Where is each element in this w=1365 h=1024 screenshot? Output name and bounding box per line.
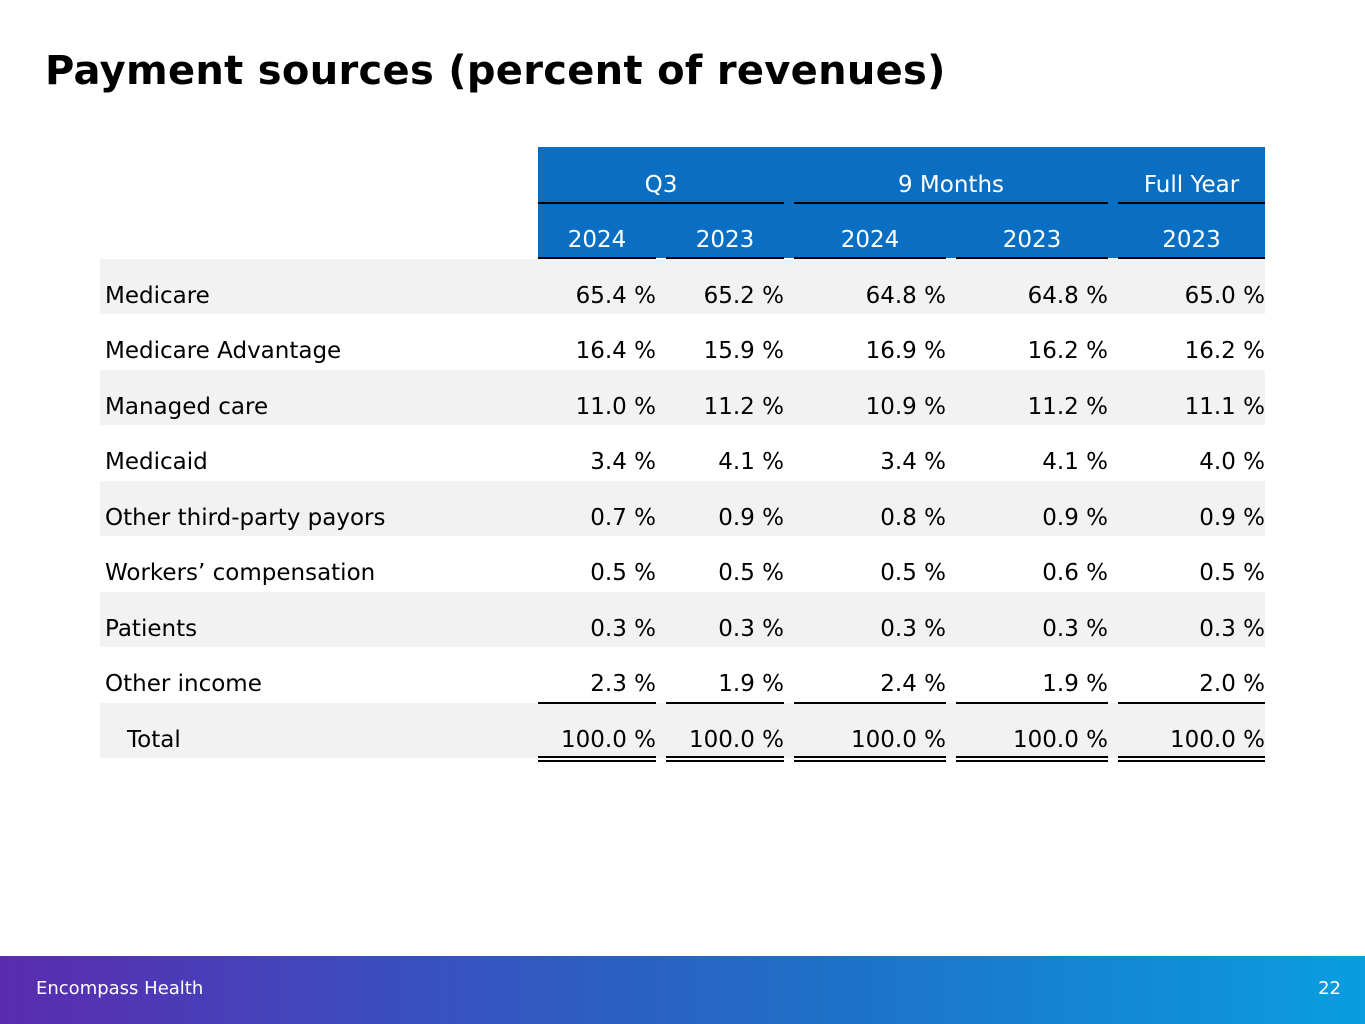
- cell-other-payors-fy-2023: 0.9 %: [1199, 505, 1265, 531]
- subtotal-rule: [956, 702, 1108, 704]
- row-label-other-third-party-payors: Other third-party payors: [105, 505, 386, 531]
- row-label-medicaid: Medicaid: [105, 449, 208, 475]
- cell-other-payors-9m-2024: 0.8 %: [880, 505, 946, 531]
- header-year-fy-2023: 2023: [1162, 227, 1221, 253]
- header-group-rule: [794, 202, 1108, 204]
- row-label-managed-care: Managed care: [105, 394, 269, 420]
- cell-other-income-q3-2024: 2.3 %: [590, 671, 656, 697]
- row-shade: [100, 370, 1265, 425]
- header-year-q3-2023: 2023: [695, 227, 755, 253]
- header-year-rule: [956, 257, 1108, 259]
- cell-medicare-9m-2024: 64.8 %: [865, 283, 946, 309]
- subtotal-rule: [794, 702, 946, 704]
- cell-other-payors-9m-2023: 0.9 %: [1042, 505, 1108, 531]
- row-label-total: Total: [127, 727, 181, 753]
- cell-other-income-9m-2024: 2.4 %: [880, 671, 946, 697]
- header-year-q3-2024: 2024: [567, 227, 627, 253]
- cell-other-income-9m-2023: 1.9 %: [1042, 671, 1108, 697]
- cell-ma-9m-2023: 16.2 %: [1027, 338, 1108, 364]
- cell-total-fy-2023: 100.0 %: [1169, 727, 1265, 753]
- row-label-medicare-advantage: Medicare Advantage: [105, 338, 342, 364]
- cell-ma-9m-2024: 16.9 %: [865, 338, 946, 364]
- cell-medicaid-9m-2023: 4.1 %: [1042, 449, 1108, 475]
- header-group-9-months: 9 Months: [897, 172, 1004, 198]
- cell-managed-care-9m-2023: 11.2 %: [1027, 394, 1108, 420]
- header-year-9m-2023: 2023: [1002, 227, 1062, 253]
- cell-ma-q3-2024: 16.4 %: [575, 338, 656, 364]
- cell-other-payors-q3-2024: 0.7 %: [590, 505, 656, 531]
- cell-medicare-q3-2024: 65.4 %: [575, 283, 656, 309]
- cell-total-q3-2023: 100.0 %: [688, 727, 784, 753]
- total-double-rule: [1118, 756, 1265, 762]
- header-year-rule: [794, 257, 946, 259]
- row-label-patients: Patients: [105, 616, 198, 642]
- header-year-rule: [1118, 257, 1265, 259]
- cell-ma-fy-2023: 16.2 %: [1184, 338, 1265, 364]
- cell-total-9m-2024: 100.0 %: [850, 727, 946, 753]
- total-double-rule: [538, 756, 656, 762]
- page-title: Payment sources (percent of revenues): [45, 48, 946, 94]
- row-shade: [100, 481, 1265, 536]
- cell-workers-comp-9m-2024: 0.5 %: [880, 560, 946, 586]
- header-group-rule: [1118, 202, 1265, 204]
- cell-total-q3-2024: 100.0 %: [560, 727, 656, 753]
- row-label-other-income: Other income: [105, 671, 262, 697]
- subtotal-rule: [1118, 702, 1265, 704]
- cell-workers-comp-q3-2023: 0.5 %: [718, 560, 784, 586]
- cell-workers-comp-fy-2023: 0.5 %: [1199, 560, 1265, 586]
- cell-managed-care-fy-2023: 11.1 %: [1184, 394, 1265, 420]
- cell-managed-care-q3-2024: 11.0 %: [575, 394, 656, 420]
- cell-patients-fy-2023: 0.3 %: [1199, 616, 1265, 642]
- cell-managed-care-9m-2024: 10.9 %: [865, 394, 946, 420]
- header-group-rule: [538, 202, 784, 204]
- header-year-rule: [666, 257, 784, 259]
- cell-medicare-q3-2023: 65.2 %: [703, 283, 784, 309]
- footer-bar: Encompass Health 22: [0, 956, 1365, 1024]
- cell-workers-comp-9m-2023: 0.6 %: [1042, 560, 1108, 586]
- header-group-full-year: Full Year: [1143, 172, 1240, 198]
- cell-managed-care-q3-2023: 11.2 %: [703, 394, 784, 420]
- total-double-rule: [794, 756, 946, 762]
- cell-other-payors-q3-2023: 0.9 %: [718, 505, 784, 531]
- page-number: 22: [1318, 978, 1341, 999]
- row-shade: [100, 259, 1265, 314]
- cell-medicaid-q3-2023: 4.1 %: [718, 449, 784, 475]
- header-group-q3: Q3: [644, 172, 678, 198]
- total-double-rule: [956, 756, 1108, 762]
- row-label-workers-compensation: Workers’ compensation: [105, 560, 376, 586]
- cell-medicaid-q3-2024: 3.4 %: [590, 449, 656, 475]
- cell-patients-9m-2024: 0.3 %: [880, 616, 946, 642]
- cell-other-income-fy-2023: 2.0 %: [1199, 671, 1265, 697]
- total-double-rule: [666, 756, 784, 762]
- cell-patients-q3-2023: 0.3 %: [718, 616, 784, 642]
- cell-patients-9m-2023: 0.3 %: [1042, 616, 1108, 642]
- cell-medicare-9m-2023: 64.8 %: [1027, 283, 1108, 309]
- cell-medicaid-9m-2024: 3.4 %: [880, 449, 946, 475]
- cell-patients-q3-2024: 0.3 %: [590, 616, 656, 642]
- cell-medicaid-fy-2023: 4.0 %: [1199, 449, 1265, 475]
- row-label-medicare: Medicare: [105, 283, 210, 309]
- cell-workers-comp-q3-2024: 0.5 %: [590, 560, 656, 586]
- payment-sources-table: Q3 9 Months Full Year 2024 2023 2024 202…: [100, 147, 1265, 762]
- header-year-rule: [538, 257, 656, 259]
- subtotal-rule: [538, 702, 656, 704]
- footer-company-name: Encompass Health: [36, 978, 204, 999]
- header-year-9m-2024: 2024: [840, 227, 900, 253]
- row-shade: [100, 703, 1265, 758]
- cell-other-income-q3-2023: 1.9 %: [718, 671, 784, 697]
- cell-total-9m-2023: 100.0 %: [1012, 727, 1108, 753]
- subtotal-rule: [666, 702, 784, 704]
- cell-ma-q3-2023: 15.9 %: [703, 338, 784, 364]
- row-shade: [100, 592, 1265, 647]
- cell-medicare-fy-2023: 65.0 %: [1184, 283, 1265, 309]
